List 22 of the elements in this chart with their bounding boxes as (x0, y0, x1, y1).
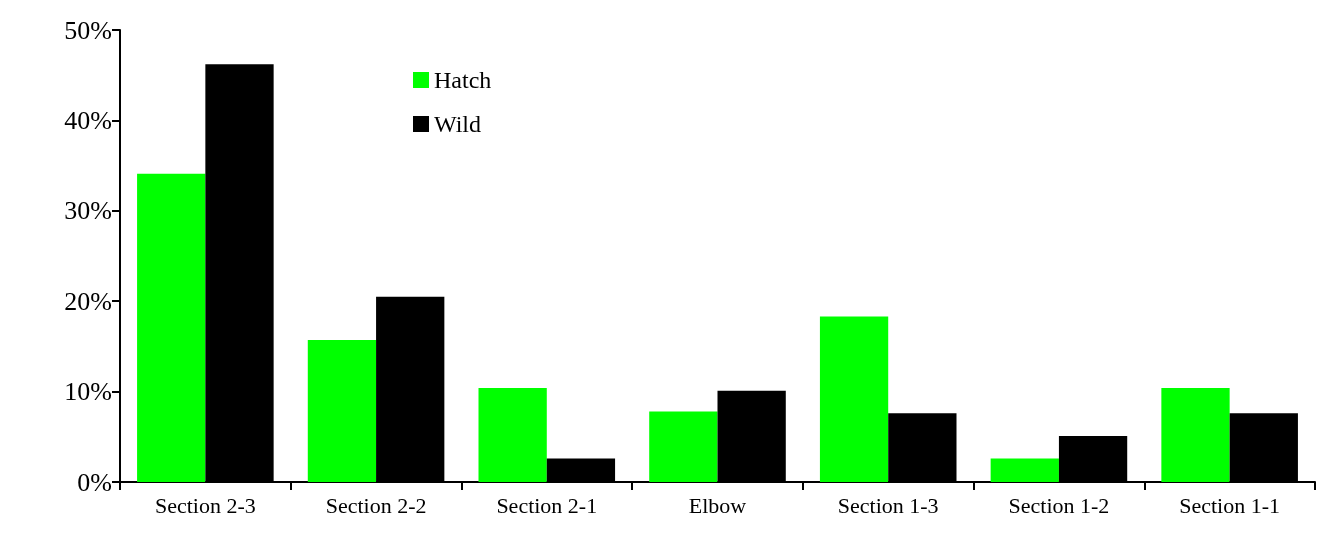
y-tick-label: 0% (77, 467, 112, 497)
x-tick-label: Section 1-3 (837, 492, 939, 518)
y-tick-label: 40% (64, 105, 112, 135)
bar (819, 316, 889, 482)
legend-label: Hatch (434, 67, 492, 93)
y-tick-label: 50% (64, 15, 112, 45)
y-tick-label: 10% (64, 377, 112, 407)
x-tick-label: Section 1-1 (1179, 492, 1281, 518)
x-tick-label: Section 2-1 (496, 492, 598, 518)
y-tick-label: 30% (64, 196, 112, 226)
x-tick-label: Section 2-2 (325, 492, 427, 518)
bar (990, 458, 1059, 482)
x-tick-label: Elbow (688, 492, 747, 518)
x-tick-label: Section 2-3 (154, 492, 256, 518)
bar (1161, 387, 1230, 482)
bar (478, 387, 547, 482)
bar (649, 411, 718, 482)
bar (307, 340, 377, 482)
bar (137, 173, 206, 482)
y-tick-label: 20% (64, 286, 112, 316)
legend-label: Wild (434, 111, 482, 137)
x-tick-label: Section 1-2 (1008, 492, 1110, 518)
